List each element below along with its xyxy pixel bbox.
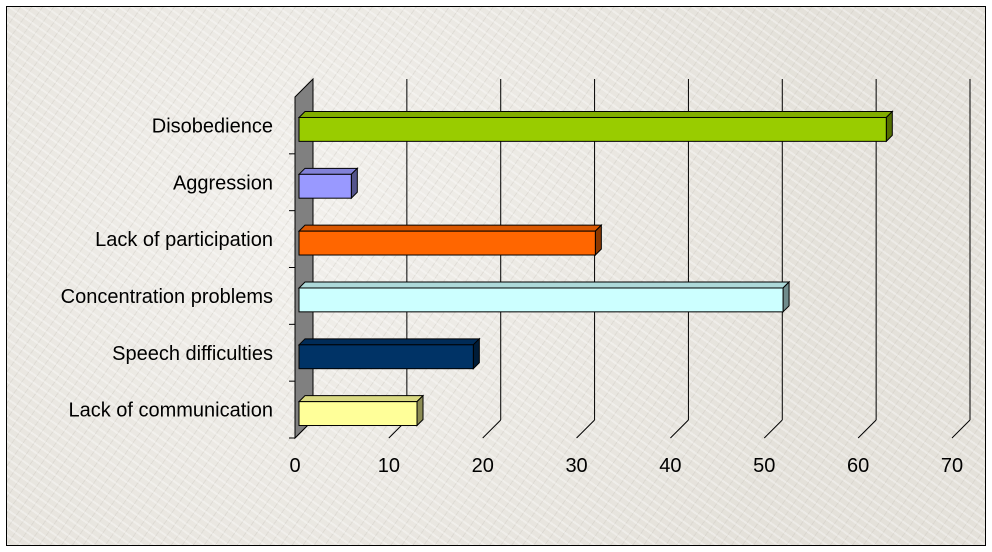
category-labels: Lack of communication Speech difficulties… — [61, 115, 273, 421]
bar — [298, 344, 474, 370]
bar-top-face — [297, 338, 481, 346]
floor-tick — [857, 419, 877, 439]
x-tick-label: 10 — [378, 455, 400, 477]
bar-top-face — [297, 110, 894, 118]
bar-top-face — [297, 224, 603, 232]
category-label: Concentration problems — [61, 286, 273, 308]
floor-tick — [670, 419, 689, 439]
bar-top-face — [297, 395, 425, 403]
category-label: Disobedience — [152, 115, 273, 137]
bar-top-face — [297, 281, 791, 289]
bar-chart: 0 10 20 30 40 50 60 70 Lack of communication Spe… — [61, 77, 971, 477]
x-tick-label: 50 — [753, 455, 775, 477]
x-tick-labels: 0 10 20 30 40 50 60 70 — [289, 455, 963, 477]
bar-side-face — [416, 394, 424, 427]
bar — [298, 401, 418, 427]
category-label: Lack of participation — [95, 229, 273, 251]
x-tick-label: 30 — [565, 455, 587, 477]
bar-side-face — [885, 110, 893, 143]
x-tick-label: 0 — [289, 455, 300, 477]
chart-frame: 0 10 20 30 40 50 60 70 Lack of communication Spe… — [6, 6, 986, 546]
floor-tick — [482, 419, 502, 439]
bar — [298, 287, 784, 313]
x-tick-label: 40 — [659, 455, 681, 477]
bar — [298, 173, 352, 199]
floor-tick — [763, 419, 783, 439]
floor-tick — [576, 419, 595, 439]
category-label: Aggression — [173, 172, 273, 194]
bar-side-face — [782, 280, 790, 314]
category-label: Lack of communication — [68, 400, 273, 422]
bar-side-face — [472, 337, 480, 370]
x-tick-label: 60 — [847, 455, 869, 477]
bar — [298, 116, 887, 142]
x-tick-label: 70 — [941, 455, 963, 477]
floor-tick — [951, 419, 971, 439]
bar — [298, 230, 596, 256]
bar-top-face — [297, 167, 359, 175]
bars — [297, 110, 894, 427]
category-label: Speech difficulties — [112, 343, 273, 365]
bar-side-face — [350, 167, 358, 200]
bar-side-face — [594, 223, 602, 257]
x-tick-label: 20 — [472, 455, 494, 477]
